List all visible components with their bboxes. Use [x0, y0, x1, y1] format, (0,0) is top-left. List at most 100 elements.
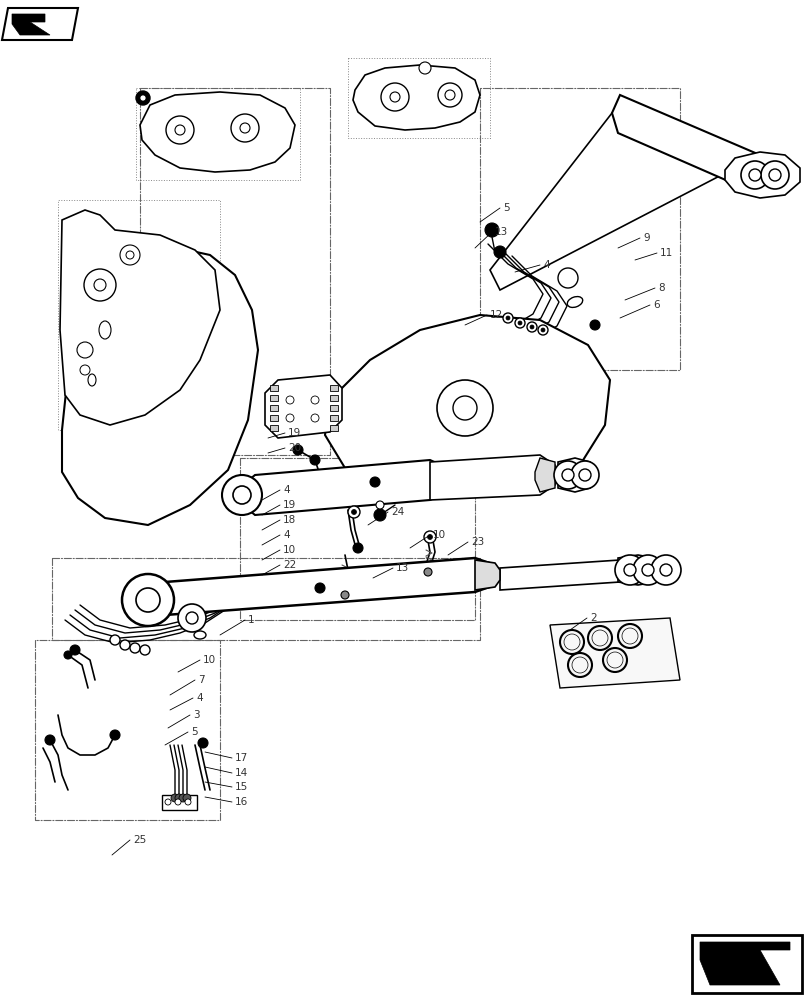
Circle shape [493, 246, 505, 258]
Text: 10: 10 [432, 530, 445, 540]
Text: 4: 4 [543, 260, 549, 270]
Polygon shape [62, 248, 258, 525]
Text: 25: 25 [133, 835, 146, 845]
Circle shape [130, 643, 139, 653]
Bar [329, 425, 337, 431]
Bar [270, 415, 277, 421]
Polygon shape [60, 210, 220, 425]
Circle shape [437, 83, 461, 107]
Text: 15: 15 [234, 782, 248, 792]
Circle shape [341, 591, 349, 599]
Text: 16: 16 [234, 797, 248, 807]
Text: 1: 1 [247, 615, 255, 625]
Circle shape [517, 321, 521, 325]
Polygon shape [12, 14, 50, 35]
Circle shape [109, 635, 120, 645]
Circle shape [374, 509, 385, 521]
Circle shape [126, 251, 134, 259]
Circle shape [423, 568, 431, 576]
Circle shape [444, 90, 454, 100]
Bar [329, 385, 337, 391]
Circle shape [293, 445, 303, 455]
Circle shape [240, 123, 250, 133]
Bar [329, 395, 337, 401]
Text: 4: 4 [283, 530, 290, 540]
Polygon shape [534, 458, 554, 492]
Polygon shape [557, 458, 590, 492]
Circle shape [590, 320, 599, 330]
Circle shape [502, 313, 513, 323]
Circle shape [642, 564, 653, 576]
Circle shape [623, 564, 635, 576]
Circle shape [453, 396, 476, 420]
Polygon shape [324, 315, 609, 498]
Circle shape [348, 506, 359, 518]
Ellipse shape [194, 631, 206, 639]
Circle shape [230, 114, 259, 142]
Ellipse shape [99, 321, 111, 339]
Circle shape [171, 794, 178, 802]
Bar [270, 405, 277, 411]
Circle shape [540, 328, 544, 332]
Circle shape [175, 794, 182, 802]
Polygon shape [549, 618, 679, 688]
Text: 10: 10 [203, 655, 216, 665]
Polygon shape [139, 92, 294, 172]
Circle shape [165, 799, 171, 805]
Circle shape [389, 92, 400, 102]
Circle shape [70, 645, 80, 655]
Polygon shape [474, 560, 500, 590]
Circle shape [84, 269, 116, 301]
Circle shape [198, 738, 208, 748]
Text: 13: 13 [396, 563, 409, 573]
Circle shape [553, 461, 581, 489]
Circle shape [748, 169, 760, 181]
Circle shape [380, 83, 409, 111]
Bar [270, 425, 277, 431]
Circle shape [484, 223, 499, 237]
Circle shape [526, 322, 536, 332]
Text: 5: 5 [191, 727, 197, 737]
Circle shape [221, 475, 262, 515]
Polygon shape [430, 455, 554, 500]
Text: 18: 18 [283, 515, 296, 525]
Polygon shape [500, 560, 620, 590]
Text: 22: 22 [283, 560, 296, 570]
Circle shape [182, 794, 191, 802]
Polygon shape [699, 942, 789, 985]
Text: 19: 19 [283, 500, 296, 510]
Bar [270, 395, 277, 401]
Text: 9: 9 [642, 233, 649, 243]
Text: 19: 19 [288, 428, 301, 438]
Text: 8: 8 [657, 283, 664, 293]
Circle shape [77, 342, 93, 358]
Circle shape [139, 95, 146, 101]
Text: 10: 10 [283, 545, 296, 555]
Bar [162, 795, 197, 810]
Bar [270, 385, 277, 391]
Circle shape [578, 469, 590, 481]
Circle shape [570, 461, 599, 489]
Circle shape [650, 555, 680, 585]
Circle shape [427, 534, 432, 540]
Circle shape [310, 455, 320, 465]
Text: 4: 4 [283, 485, 290, 495]
Text: 20: 20 [288, 443, 301, 453]
Circle shape [122, 574, 174, 626]
Ellipse shape [753, 164, 765, 186]
Circle shape [751, 165, 771, 185]
Bar [691, 935, 801, 993]
Circle shape [375, 501, 384, 509]
Bar [329, 405, 337, 411]
Circle shape [120, 640, 130, 650]
Circle shape [175, 125, 185, 135]
Circle shape [659, 564, 672, 576]
Text: 23: 23 [470, 537, 483, 547]
Circle shape [530, 325, 534, 329]
Circle shape [614, 555, 644, 585]
Circle shape [185, 799, 191, 805]
Circle shape [315, 583, 324, 593]
Circle shape [538, 325, 547, 335]
Circle shape [557, 268, 577, 288]
Text: 24: 24 [391, 507, 404, 517]
